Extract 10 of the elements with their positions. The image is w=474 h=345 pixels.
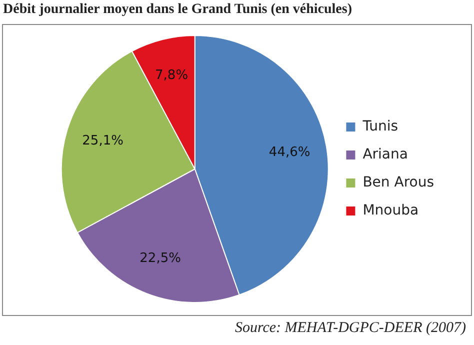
data-label: 44,6% (268, 145, 310, 160)
legend-label: Mnouba (362, 202, 419, 219)
source-note: Source: MEHAT-DGPC-DEER (2007) (234, 320, 466, 337)
legend-label: Ben Arous (362, 174, 434, 191)
legend-label: Ariana (362, 146, 408, 163)
data-label: 7,8% (155, 68, 188, 84)
legend-label: Tunis (362, 118, 398, 135)
data-label: 22,5% (140, 251, 181, 266)
chart-title: Débit journalier moyen dans le Grand Tunis (en véhicules) (3, 2, 352, 18)
data-label: 25,1% (82, 134, 124, 149)
